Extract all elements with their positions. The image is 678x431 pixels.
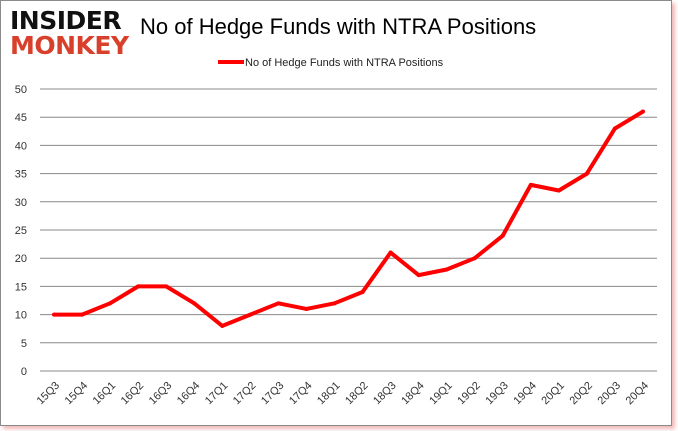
logo-line-1: INSIDER [10,6,122,35]
chart-frame [0,0,672,426]
data-point [248,312,253,317]
y-tick-label: 15 [15,281,27,293]
x-tick-label: 19Q1 [427,380,455,408]
data-point [528,182,533,187]
legend-label: No of Hedge Funds with NTRA Positions [245,57,444,69]
y-tick-label: 10 [15,310,27,322]
insider-monkey-logo: INSIDER MONKEY [10,8,129,58]
data-point [108,301,113,306]
data-point [80,312,85,317]
x-tick-label: 17Q1 [203,380,231,408]
y-tick-label: 45 [15,112,27,124]
x-tick-label: 19Q3 [483,380,511,408]
y-tick-label: 25 [15,225,27,237]
series-line [54,109,645,328]
y-tick-label: 5 [21,338,27,350]
x-tick-label: 20Q3 [596,380,624,408]
x-tick-label: 17Q3 [259,380,287,408]
logo-line-2: MONKEY [10,31,129,60]
y-tick-label: 30 [15,197,27,209]
data-point [332,301,337,306]
legend: No of Hedge Funds with NTRA Positions [218,57,444,69]
data-point [276,301,281,306]
x-tick-label: 18Q1 [315,380,343,408]
data-point [388,250,393,255]
data-point [304,306,309,311]
y-tick-label: 20 [15,253,27,265]
x-tick-label: 17Q2 [231,380,259,408]
x-tick-label: 18Q3 [371,380,399,408]
y-tick-label: 0 [21,366,27,378]
data-point [192,301,197,306]
x-tick-label: 19Q4 [511,380,539,408]
y-tick-label: 35 [15,169,27,181]
chart-title: No of Hedge Funds with NTRA Positions [140,14,537,39]
x-tick-label: 18Q2 [343,380,371,408]
x-tick-label: 19Q2 [455,380,483,408]
data-point [641,109,645,114]
x-tick-label: 20Q4 [624,380,652,408]
x-tick-label: 16Q2 [119,380,147,408]
y-tick-label: 50 [15,84,27,96]
y-tick-label: 40 [15,140,27,152]
x-tick-label: 20Q2 [568,380,596,408]
x-tick-label: 15Q4 [63,380,91,408]
data-point [416,273,421,278]
data-point [136,284,141,289]
data-point [584,171,589,176]
data-point [472,256,477,261]
x-tick-label: 18Q4 [399,380,427,408]
data-point [164,284,169,289]
data-point [360,290,365,295]
x-tick-label: 15Q3 [35,380,63,408]
x-tick-label: 16Q4 [175,380,203,408]
data-point [52,312,56,317]
data-point [500,233,505,238]
data-point [444,267,449,272]
x-tick-label: 16Q3 [147,380,175,408]
data-point [612,126,617,131]
data-point [556,188,561,193]
data-point [220,323,225,328]
x-tick-label: 16Q1 [91,380,119,408]
x-tick-label: 20Q1 [539,380,567,408]
x-tick-label: 17Q4 [287,380,315,408]
